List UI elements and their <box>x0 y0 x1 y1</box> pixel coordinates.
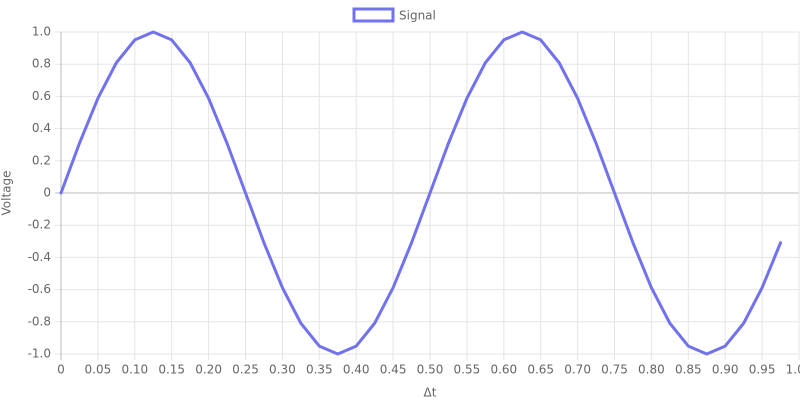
x-tick-label: 0.20 <box>195 363 222 377</box>
x-tick-label: 0.10 <box>121 363 148 377</box>
y-tick-label: 0.6 <box>32 89 51 103</box>
x-tick-label: 0.25 <box>232 363 259 377</box>
x-tick-label: 0.60 <box>490 363 517 377</box>
y-tick-label: -0.4 <box>28 250 51 264</box>
y-tick-label: 0 <box>43 186 51 200</box>
x-axis-title: Δt <box>424 386 437 400</box>
x-tick-label: 0.55 <box>454 363 481 377</box>
x-tick-label: 0.30 <box>269 363 296 377</box>
x-tick-label: 0.90 <box>712 363 739 377</box>
x-tick-label: 0.45 <box>380 363 407 377</box>
x-tick-label: 0.65 <box>527 363 554 377</box>
x-tick-label: 0.95 <box>749 363 776 377</box>
y-tick-label: -0.2 <box>28 218 51 232</box>
y-tick-label: 0.2 <box>32 153 51 167</box>
x-tick-label: 0.40 <box>343 363 370 377</box>
x-tick-label: 0.85 <box>675 363 702 377</box>
x-tick-label: 0.35 <box>306 363 333 377</box>
x-tick-label: 0.50 <box>417 363 444 377</box>
x-tick-label: 0.05 <box>85 363 112 377</box>
legend-label: Signal <box>399 9 436 23</box>
y-tick-label: -0.8 <box>28 314 51 328</box>
x-tick-label: 0.80 <box>638 363 665 377</box>
line-series <box>59 30 783 356</box>
y-axis-title: Voltage <box>0 170 14 215</box>
y-tick-label: 0.4 <box>32 121 51 135</box>
x-tick-label: 1.00 <box>786 363 800 377</box>
x-tick-label: 0.75 <box>601 363 628 377</box>
y-tick-label: -1.0 <box>28 347 51 361</box>
x-tick-label: 0.15 <box>158 363 185 377</box>
y-tick-label: 0.8 <box>32 57 51 71</box>
y-tick-label: 1.0 <box>32 25 51 39</box>
legend-swatch <box>352 7 395 23</box>
x-tick-label: 0.70 <box>564 363 591 377</box>
x-tick-label: 0 <box>57 363 65 377</box>
y-tick-label: -0.6 <box>28 282 51 296</box>
